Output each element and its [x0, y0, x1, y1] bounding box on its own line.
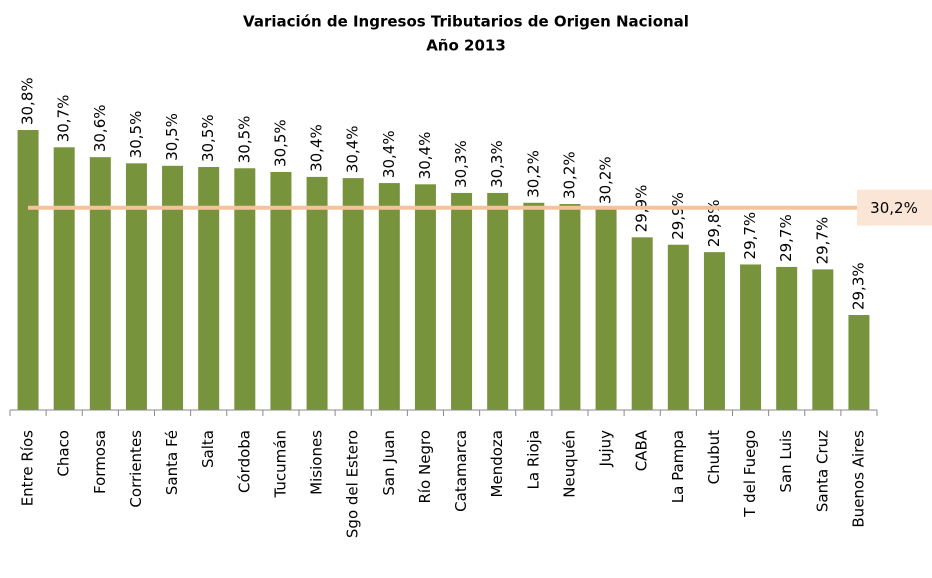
bar [378, 183, 400, 410]
average-label: 30,2% [870, 199, 918, 217]
value-label: 29,9% [669, 192, 687, 240]
bar [487, 192, 509, 410]
x-tick-label: Misiones [308, 430, 326, 495]
x-tick-label: Sgo del Estero [344, 430, 362, 538]
bar [414, 184, 436, 410]
x-tick-label: Catamarca [452, 430, 470, 512]
value-label: 29,7% [777, 214, 795, 262]
value-label: 30,3% [452, 140, 470, 188]
bar [89, 157, 111, 410]
bar [53, 147, 75, 411]
value-label: 30,5% [163, 113, 181, 161]
value-label: 29,7% [813, 217, 831, 265]
bar [559, 204, 581, 410]
x-tick-label: Salta [199, 430, 217, 468]
x-tick-label: Neuquén [560, 430, 578, 498]
value-label: 30,3% [488, 140, 506, 188]
x-tick-label: Río Negro [416, 430, 434, 504]
value-label: 30,8% [19, 77, 37, 125]
x-tick-label: Santa Cruz [813, 430, 831, 512]
value-label: 30,5% [271, 119, 289, 167]
value-label: 30,4% [344, 125, 362, 173]
x-tick-label: Chaco [55, 430, 73, 477]
bar [451, 192, 473, 410]
value-label: 30,4% [416, 132, 434, 180]
bar [234, 168, 256, 410]
value-label: 30,7% [55, 95, 73, 143]
chart-subtitle: Año 2013 [426, 37, 506, 55]
value-label: 30,5% [199, 114, 217, 162]
bar [270, 171, 292, 410]
bar [631, 237, 653, 410]
value-label: 30,4% [308, 124, 326, 172]
bar [776, 266, 798, 410]
bar [198, 167, 220, 410]
bar [17, 130, 39, 411]
x-tick-label: T del Fuego [741, 430, 759, 518]
bar [306, 176, 328, 410]
x-tick-label: Tucumán [271, 430, 289, 498]
bar [342, 178, 364, 410]
x-tick-label: La Rioja [524, 430, 542, 489]
x-tick-label: Santa Fé [163, 430, 181, 495]
bar [848, 315, 870, 410]
average-label-box [857, 189, 932, 226]
value-label: 30,5% [127, 111, 145, 159]
value-label: 30,6% [91, 105, 109, 153]
x-tick-label: Chubut [705, 430, 723, 485]
bar [667, 244, 689, 410]
x-tick-label: San Juan [380, 430, 398, 496]
x-tick-label: Formosa [91, 430, 109, 494]
x-tick-label: Jujuy [597, 430, 615, 468]
value-label: 29,7% [741, 212, 759, 260]
bar [812, 269, 834, 410]
value-label: 29,8% [705, 199, 723, 247]
bar [595, 208, 617, 410]
value-label: 30,2% [597, 156, 615, 204]
x-tick-label: CABA [633, 429, 651, 471]
bar [125, 163, 147, 410]
bar [740, 264, 762, 410]
chart-title: Variación de Ingresos Tributarios de Ori… [243, 13, 689, 31]
value-label: 29,3% [849, 262, 867, 310]
x-tick-label: Buenos Aires [849, 430, 867, 528]
x-tick-label: Corrientes [127, 430, 145, 508]
bar [703, 252, 725, 410]
value-label: 30,2% [560, 151, 578, 199]
value-label: 30,4% [380, 130, 398, 178]
value-label: 30,2% [524, 150, 542, 198]
x-tick-label: Entre Ríos [19, 430, 37, 506]
bar [162, 165, 184, 410]
x-tick-label: Córdoba [235, 430, 253, 493]
value-label: 30,5% [235, 116, 253, 164]
x-tick-label: La Pampa [669, 430, 687, 503]
bar [523, 202, 545, 410]
x-tick-label: San Luis [777, 430, 795, 493]
x-tick-label: Mendoza [488, 430, 506, 497]
